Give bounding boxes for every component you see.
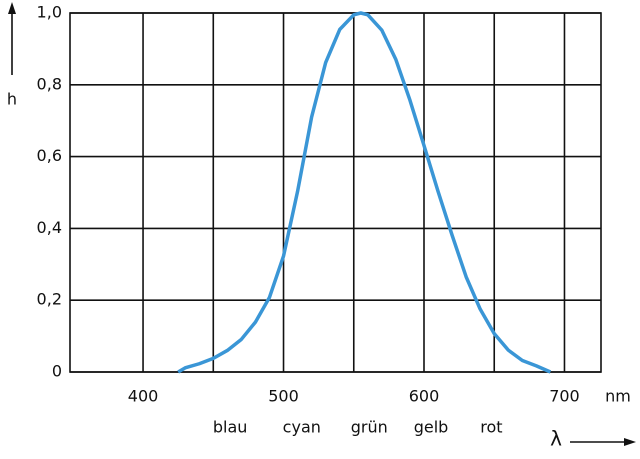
y-tick-label: 0	[52, 362, 62, 381]
color-name: grün	[351, 418, 388, 437]
color-name: rot	[480, 418, 502, 437]
x-tick-label: 700	[549, 387, 580, 406]
color-name: blau	[213, 418, 248, 437]
x-tick-label: 600	[409, 387, 440, 406]
y-axis-label: h	[7, 90, 17, 109]
y-tick-label: 0,6	[37, 146, 62, 165]
x-arrow-head	[624, 438, 636, 446]
y-tick-label: 0,4	[37, 218, 62, 237]
x-tick-label: 400	[128, 387, 159, 406]
color-name: cyan	[283, 418, 321, 437]
plot-frame	[69, 12, 602, 373]
x-axis-label: λ	[550, 427, 562, 451]
x-unit: nm	[605, 387, 631, 406]
y-tick-label: 0,2	[37, 290, 62, 309]
color-name: gelb	[414, 418, 449, 437]
x-tick-label: 500	[268, 387, 299, 406]
curve	[177, 11, 552, 374]
y-tick-label: 1,0	[37, 3, 62, 22]
y-tick-label: 0,8	[37, 74, 62, 93]
y-arrow-head	[8, 2, 16, 14]
